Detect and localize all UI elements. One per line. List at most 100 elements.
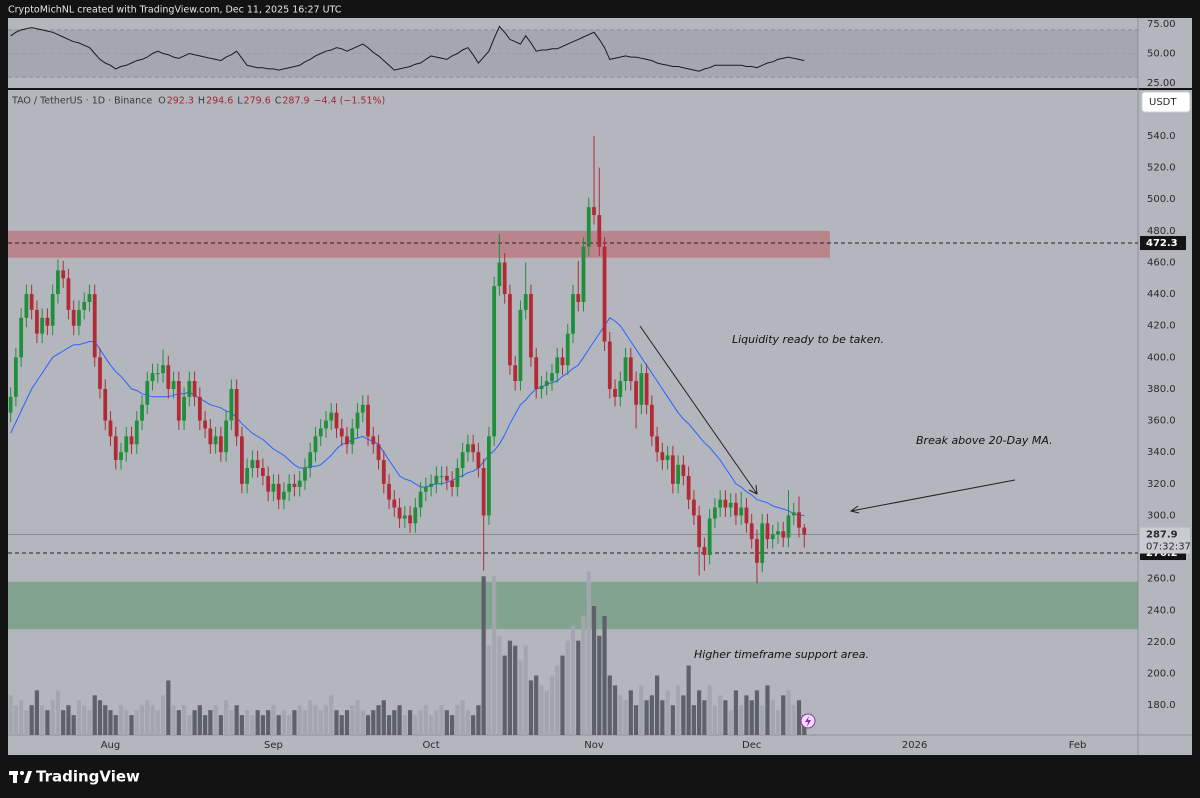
candle-body	[555, 357, 560, 374]
candle-body	[40, 317, 45, 334]
currency-box[interactable]	[1141, 91, 1191, 113]
level-badge	[1140, 236, 1186, 251]
logo	[9, 771, 32, 783]
rsi-tick-label: 75.00	[1147, 19, 1176, 30]
volume-bar	[765, 685, 770, 735]
candle-body	[471, 444, 476, 453]
x-tick-label: Dec	[742, 740, 761, 751]
candle-body	[13, 357, 18, 397]
zone	[8, 581, 1138, 630]
candle-body	[618, 381, 623, 397]
last-price-badge	[1140, 527, 1190, 554]
candle-body	[176, 381, 181, 421]
volume-bar	[371, 710, 376, 735]
x-tick-label: Sep	[264, 740, 283, 751]
candle-body	[276, 483, 281, 500]
candle-body	[392, 499, 397, 508]
candle-body	[355, 412, 360, 429]
volume-bar	[775, 710, 781, 735]
volume-bar	[313, 705, 318, 735]
y-tick-label: 540.0	[1147, 131, 1176, 142]
volume-bar	[218, 715, 223, 735]
change: −4.4 (−1.51%)	[314, 96, 386, 107]
candle-body	[192, 381, 197, 397]
candle-body	[339, 428, 344, 437]
volume-bar	[334, 710, 339, 735]
volume-bar	[150, 705, 155, 735]
candle-body	[797, 512, 801, 528]
volume-bar	[691, 705, 696, 735]
candle-body	[161, 365, 165, 374]
candle-body	[297, 480, 302, 487]
candle-body	[744, 507, 749, 524]
volume-bar	[308, 700, 313, 735]
volume-bar	[350, 705, 355, 735]
volume-bar	[492, 576, 497, 735]
volume-bar	[665, 690, 670, 735]
rsi-tick-label: 25.00	[1147, 78, 1176, 89]
volume-bar	[40, 705, 45, 735]
marks-layer: 180.0200.0220.0240.0260.0280.0300.0320.0…	[8, 19, 1191, 751]
candle-body	[739, 507, 744, 516]
volume-bar	[760, 705, 765, 735]
volume-bar	[113, 715, 118, 735]
candle-body	[208, 428, 213, 445]
candle-body	[119, 452, 123, 461]
candle-body	[749, 523, 754, 540]
volume-bar	[66, 705, 71, 735]
y-tick-label: 340.0	[1147, 447, 1176, 458]
annotation: Liquidity ready to be taken.	[732, 333, 884, 346]
candle-body	[287, 483, 292, 492]
volume-bar	[770, 700, 775, 735]
volume-bar	[549, 675, 555, 735]
candle-body	[324, 420, 328, 429]
volume-bar	[397, 705, 402, 735]
candle-body	[334, 412, 339, 429]
candle-body	[770, 534, 775, 540]
candle-body	[266, 475, 271, 492]
volume-bar	[260, 715, 266, 735]
volume-bar	[166, 680, 171, 735]
candle-body	[98, 357, 102, 389]
volume-bar	[187, 715, 192, 735]
last-price-label: 287.9	[1146, 530, 1178, 541]
volume-bar	[581, 615, 586, 735]
candle-body	[29, 294, 34, 310]
arrow-head	[849, 505, 860, 514]
candle-body	[345, 436, 349, 445]
candle-body	[450, 480, 455, 487]
volume-bar	[796, 700, 802, 735]
volume-bar	[644, 700, 649, 735]
candle-body	[360, 404, 365, 413]
ohlc-value: 294.6	[206, 96, 233, 107]
volume-bar	[82, 705, 87, 735]
candle-body	[481, 467, 486, 516]
volume-bar	[686, 665, 691, 735]
volume-bar	[660, 700, 665, 735]
volume-bar	[360, 710, 365, 735]
y-tick-label: 500.0	[1147, 194, 1176, 205]
candle-body	[92, 294, 97, 358]
y-tick-label: 320.0	[1147, 479, 1176, 490]
volume-bar	[733, 690, 739, 735]
candle-body	[203, 420, 207, 429]
candle-body	[518, 309, 523, 382]
y-tick-label: 300.0	[1147, 510, 1176, 521]
candle-body	[665, 455, 670, 461]
volume-bar	[34, 690, 40, 735]
y-tick-label: 440.0	[1147, 289, 1176, 300]
volume-bar	[176, 710, 181, 735]
volume-bar	[213, 705, 218, 735]
candle-body	[502, 262, 507, 295]
candle-body	[134, 420, 139, 445]
candle-body	[670, 455, 675, 484]
y-tick-label: 420.0	[1147, 321, 1176, 332]
candle-body	[271, 483, 276, 492]
volume-bar	[544, 690, 549, 735]
candle-body	[124, 436, 129, 453]
volume-bar	[649, 695, 654, 735]
y-tick-label: 200.0	[1147, 669, 1176, 680]
candle-body	[166, 365, 171, 389]
candle-body	[45, 317, 50, 326]
